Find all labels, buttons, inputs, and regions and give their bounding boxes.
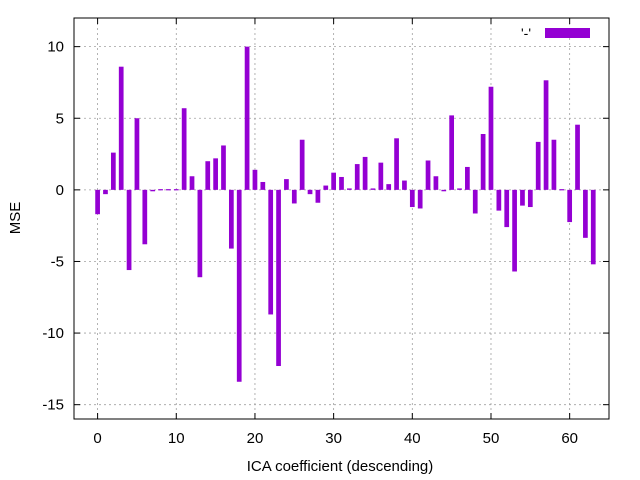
bar: [425, 160, 431, 190]
legend: '-': [521, 25, 590, 41]
bar: [173, 189, 179, 191]
bar: [134, 118, 140, 190]
bar: [583, 189, 588, 238]
bar: [260, 181, 266, 190]
bar: [197, 189, 203, 278]
bar: [370, 188, 376, 190]
bar: [228, 189, 234, 249]
bar: [95, 189, 100, 215]
y-tick-label: 5: [56, 110, 64, 127]
x-tick-label: 40: [404, 430, 421, 447]
bar: [331, 172, 336, 190]
bar: [205, 161, 211, 190]
bar: [315, 189, 321, 203]
bar: [512, 189, 517, 272]
y-tick-label: -15: [42, 397, 64, 414]
x-tick-label: 60: [561, 430, 578, 447]
bar: [150, 189, 156, 192]
bar: [110, 152, 116, 190]
bar: [386, 184, 392, 190]
bar: [378, 162, 384, 190]
y-tick-label: -5: [51, 253, 64, 270]
legend-swatch: [545, 28, 590, 38]
bar: [118, 66, 124, 190]
x-tick-label: 20: [247, 430, 264, 447]
bar: [276, 189, 281, 367]
bar: [488, 86, 494, 190]
bar: [535, 141, 541, 190]
bar: [543, 80, 549, 190]
bar: [496, 189, 502, 211]
x-tick-label: 10: [168, 430, 185, 447]
bar: [166, 189, 171, 191]
bar: [402, 180, 407, 190]
bar: [213, 158, 218, 190]
bar: [417, 189, 423, 209]
bar: [520, 189, 525, 206]
bar: [158, 189, 163, 191]
bar: [472, 189, 478, 214]
bar: [284, 179, 289, 190]
y-tick-label: 0: [56, 182, 64, 199]
bar: [504, 189, 510, 228]
grid-lines: [74, 18, 609, 419]
bar: [103, 189, 108, 195]
bar: [189, 176, 195, 190]
bar: [449, 115, 455, 190]
bar: [268, 189, 274, 315]
bar: [575, 124, 580, 190]
bar: [441, 189, 447, 192]
bar: [142, 189, 148, 245]
bar: [252, 169, 258, 190]
bar: [354, 164, 360, 190]
bar: [480, 134, 486, 190]
y-tick-label: -10: [42, 325, 64, 342]
y-tick-label: 10: [47, 39, 64, 56]
bar: [291, 189, 297, 204]
bar: [181, 108, 187, 190]
bar: [126, 189, 132, 271]
bars: [95, 46, 596, 382]
bar: [347, 188, 352, 190]
bar: [457, 188, 462, 190]
bar: [244, 46, 250, 190]
x-tick-label: 0: [93, 430, 101, 447]
bar: [433, 176, 439, 190]
bar: [362, 156, 368, 190]
bar: [221, 145, 226, 190]
bar: [465, 166, 470, 190]
x-axis-title: ICA coefficient (descending): [247, 458, 434, 475]
bar: [559, 189, 565, 191]
bar: [236, 189, 242, 382]
x-tick-label: 50: [483, 430, 500, 447]
bar: [551, 139, 557, 190]
bar: [307, 189, 313, 195]
legend-label: '-': [521, 25, 531, 41]
bar: [339, 176, 344, 190]
y-axis-title: MSE: [7, 202, 24, 235]
bar: [409, 189, 415, 208]
x-tick-label: 30: [325, 430, 342, 447]
bar: [323, 185, 329, 190]
bar: [299, 139, 305, 190]
axis-ticks: -15 -10 -5 0 5 10 0 10 20 30 40 50 60: [42, 18, 609, 447]
bar: [527, 189, 533, 208]
bar: [590, 189, 596, 265]
plot-frame: [73, 17, 610, 420]
bar: [567, 189, 573, 223]
bar: [394, 138, 399, 190]
